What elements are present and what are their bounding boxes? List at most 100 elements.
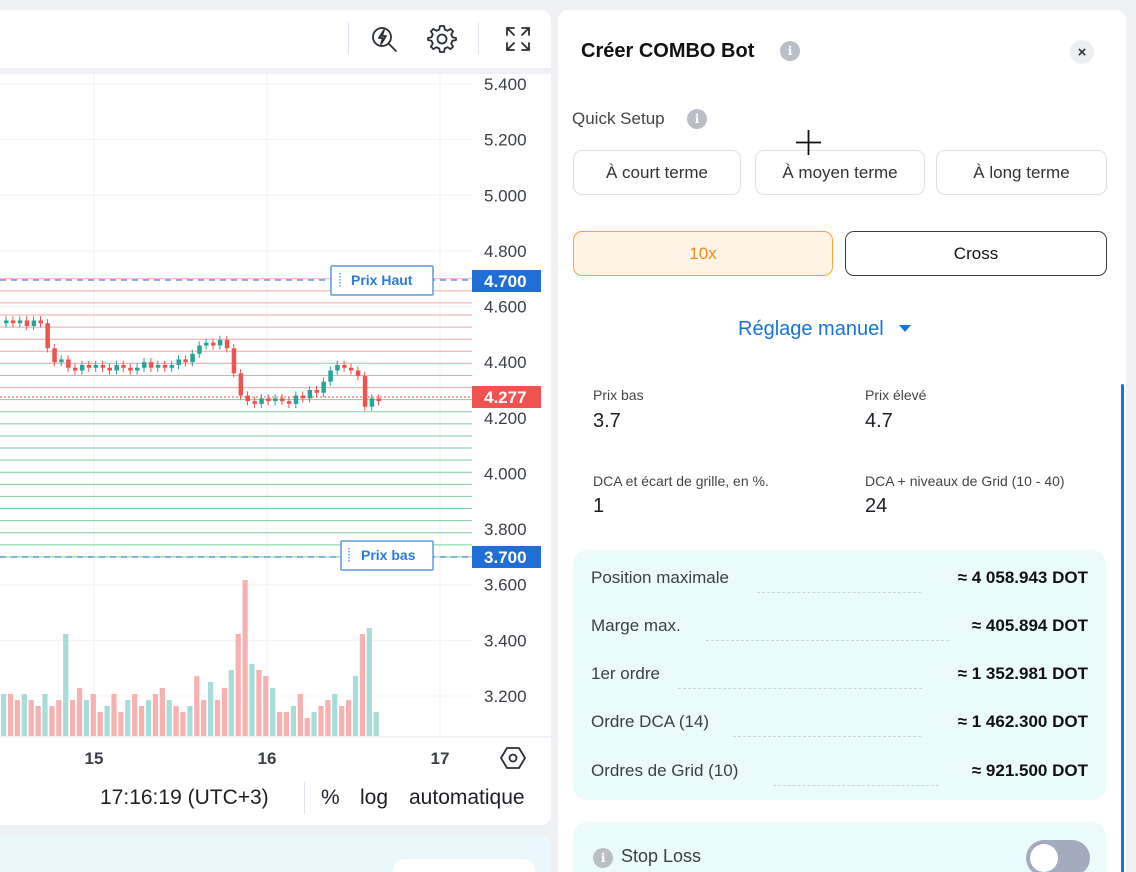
volume-bar: [228, 670, 234, 736]
leverage-button[interactable]: 10x: [573, 231, 833, 276]
candle-up: [114, 364, 119, 371]
candle-down: [66, 359, 71, 368]
candle-up: [17, 320, 23, 324]
volume-bar: [263, 676, 269, 736]
percent-scale-button[interactable]: %: [321, 786, 340, 809]
margin-mode-button[interactable]: Cross: [845, 231, 1107, 276]
caret-down-icon: [898, 321, 912, 339]
date-tick-label: 17: [431, 749, 450, 768]
price-tick-label: 4.200: [484, 409, 527, 428]
candle-down: [342, 364, 347, 368]
candle-up: [142, 362, 147, 368]
log-scale-button[interactable]: log: [360, 786, 389, 809]
time-axis: 15 16 17: [85, 749, 450, 768]
volume-bar: [76, 688, 83, 736]
preset-long-term-button[interactable]: À long terme: [936, 150, 1107, 195]
preset-short-term-button[interactable]: À court terme: [573, 150, 741, 195]
summary-value: ≈ 1 352.981 DOT: [957, 664, 1088, 683]
candle-up: [197, 345, 202, 354]
manual-settings-toggle[interactable]: Réglage manuel: [738, 318, 912, 341]
candle-down: [211, 342, 216, 346]
high-price-label: Prix élevé: [865, 387, 927, 403]
info-icon[interactable]: i: [687, 109, 707, 129]
summary-value: ≈ 1 462.300 DOT: [957, 712, 1088, 731]
create-bot-panel: Créer COMBO Bot i × Quick Setup i À cour…: [558, 10, 1126, 872]
info-icon[interactable]: i: [593, 848, 613, 868]
volume-bar: [359, 634, 365, 736]
volume-bar: [125, 700, 131, 736]
chart-toolbar: [0, 10, 551, 68]
candle-down: [162, 364, 168, 368]
price-tick-label: 4.800: [484, 242, 527, 261]
volume-bar: [283, 712, 290, 736]
grid-gap-value[interactable]: 1: [593, 495, 605, 517]
volume-bar: [270, 688, 276, 736]
candle-down: [38, 320, 43, 324]
current-price-badge: [472, 386, 541, 408]
candlesticks: [4, 316, 382, 411]
volume-bar: [325, 700, 331, 736]
candle-up: [190, 353, 195, 363]
upper-limit-label: Prix Haut: [351, 272, 413, 288]
volume-bar: [132, 694, 138, 736]
price-chart[interactable]: Prix Haut Prix bas 5.400 5.200 5.000 4.800 4…: [0, 74, 551, 774]
candle-down: [349, 367, 354, 371]
volume-bar: [290, 706, 296, 736]
volume-bar: [173, 706, 179, 736]
lower-limit-handle[interactable]: [340, 540, 434, 571]
manual-settings-label: Réglage manuel: [738, 318, 884, 340]
volume-bar: [187, 706, 193, 736]
volume-bar: [352, 676, 359, 736]
scrollbar[interactable]: [1121, 384, 1124, 872]
candle-up: [259, 398, 264, 404]
volume-bar: [145, 700, 152, 736]
high-price-value[interactable]: 4.7: [865, 410, 893, 432]
candle-down: [266, 398, 271, 402]
upper-limit-handle[interactable]: [330, 265, 434, 296]
info-icon[interactable]: i: [780, 41, 800, 61]
auto-scale-button[interactable]: automatique: [409, 786, 525, 809]
volume-bar: [97, 712, 103, 736]
price-tick-label: 3.800: [484, 520, 527, 539]
lower-panel: [0, 835, 551, 872]
candle-down: [100, 364, 106, 368]
gear-icon[interactable]: [425, 22, 459, 56]
lower-panel-button[interactable]: [393, 859, 535, 872]
volume-bar: [297, 694, 303, 736]
volume-bar: [235, 634, 241, 736]
candle-down: [280, 398, 285, 402]
volume-bar: [14, 700, 20, 736]
candle-up: [204, 342, 209, 346]
stop-loss-toggle[interactable]: [1026, 840, 1090, 872]
price-tick-label: 3.200: [484, 687, 527, 706]
volume-bar: [373, 712, 379, 736]
volume-bar: [152, 694, 158, 736]
upper-limit-badge: [472, 270, 541, 292]
price-tick-label: 3.600: [484, 576, 527, 595]
lightning-search-icon[interactable]: [367, 22, 401, 56]
summary-row: 1er ordre ≈ 1 352.981 DOT: [573, 660, 1106, 690]
fullscreen-icon[interactable]: [501, 22, 535, 56]
candle-up: [169, 364, 175, 368]
candle-down: [314, 390, 319, 393]
close-button[interactable]: ×: [1070, 40, 1094, 64]
low-price-value[interactable]: 3.7: [593, 410, 621, 432]
summary-value: ≈ 921.500 DOT: [971, 761, 1088, 780]
volume-bar: [318, 706, 324, 736]
volume-bar: [366, 628, 372, 736]
hexagon-settings-icon[interactable]: [500, 747, 526, 769]
candle-down: [252, 401, 257, 404]
volume-bar: [111, 694, 117, 736]
price-tick-label: 5.200: [484, 131, 527, 150]
candle-up: [176, 359, 181, 365]
grid-levels-value[interactable]: 24: [865, 495, 888, 517]
grid-gap-label: DCA et écart de grille, en %.: [593, 473, 769, 489]
price-badges: 4.700 4.277 3.700: [472, 270, 541, 568]
preset-mid-term-button[interactable]: À moyen terme: [755, 150, 925, 195]
stop-loss-label: Stop Loss: [621, 846, 702, 866]
volume-bar: [256, 670, 262, 736]
volume-bar: [139, 706, 145, 736]
volume-bar: [208, 682, 214, 736]
upper-limit-badge-value: 4.700: [484, 272, 527, 291]
candle-down: [376, 398, 382, 402]
